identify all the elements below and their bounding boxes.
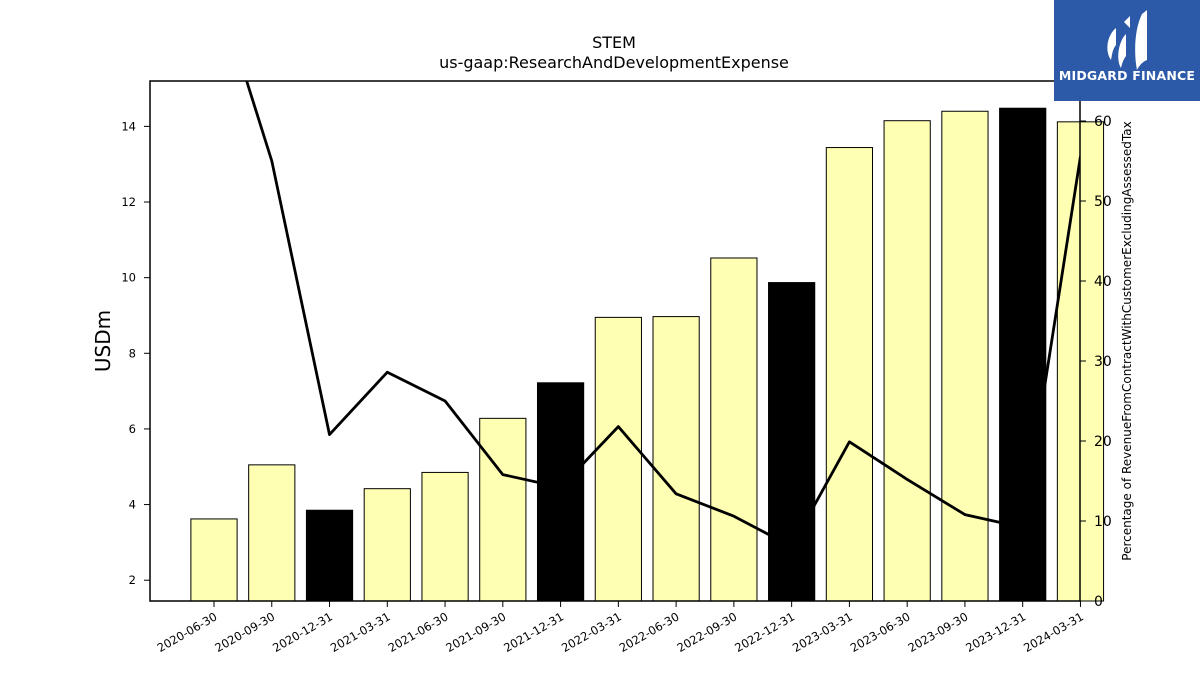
chart-subtitle: us-gaap:ResearchAndDevelopmentExpense [439, 53, 789, 72]
x-tick-label: 2020-12-31 [270, 609, 335, 655]
y-axis-left: 2 4 6 8 10 12 14 [121, 119, 150, 587]
plot-frame [149, 80, 1081, 602]
bar [305, 509, 354, 602]
chart-title: STEM [592, 33, 636, 52]
x-tick-label: 2022-12-31 [732, 609, 797, 655]
x-tick-label: 2020-06-30 [155, 609, 220, 655]
bar [479, 417, 527, 602]
bar [825, 147, 874, 602]
x-tick-label: 2024-03-31 [1021, 609, 1086, 655]
y-tick-label: 12 [121, 195, 136, 209]
x-tick-label: 2023-03-31 [790, 609, 855, 655]
x-tick-label: 2021-03-31 [328, 609, 393, 655]
y-tick-label: 8 [129, 346, 136, 360]
x-tick-label: 2021-06-30 [386, 609, 451, 655]
y-tick-label: 10 [121, 271, 136, 285]
y2-tick-label: 60 [1094, 114, 1112, 130]
y-tick-label: 14 [121, 119, 136, 133]
bar [768, 282, 816, 602]
bar [883, 120, 931, 602]
bar [190, 518, 238, 602]
bar [941, 110, 989, 602]
logo-mark-icon [1107, 10, 1147, 70]
y2-tick-label: 10 [1094, 514, 1112, 530]
bar [594, 316, 642, 602]
x-tick-label: 2023-09-30 [906, 609, 971, 655]
bar [652, 316, 700, 602]
x-tick-label: 2021-12-31 [501, 609, 566, 655]
line-group [245, 81, 1080, 548]
y-tick-label: 4 [129, 498, 136, 512]
x-axis: 2020-06-302020-09-302020-12-312021-03-31… [155, 601, 1086, 655]
y-tick-label: 6 [129, 422, 136, 436]
y2-tick-label: 30 [1094, 354, 1112, 370]
y-axis-right: 0 10 20 30 40 50 60 [1080, 114, 1112, 610]
x-tick-label: 2021-09-30 [443, 609, 508, 655]
bars-group [190, 107, 1105, 602]
x-tick-label: 2022-03-31 [559, 609, 624, 655]
bar [248, 464, 296, 602]
bar [710, 257, 758, 602]
bar [536, 382, 585, 602]
y2-tick-label: 0 [1094, 594, 1103, 610]
bar [363, 488, 411, 602]
x-tick-label: 2023-12-31 [963, 609, 1028, 655]
y-tick-label: 2 [129, 573, 136, 587]
bar [421, 471, 469, 602]
y2-tick-label: 40 [1094, 274, 1112, 290]
x-tick-label: 2023-06-30 [848, 609, 913, 655]
brand-logo: MIDGARD FINANCE [1054, 0, 1200, 101]
logo-text: MIDGARD FINANCE [1058, 68, 1196, 83]
x-tick-label: 2022-09-30 [674, 609, 739, 655]
y-axis-label: USDm [91, 310, 115, 372]
x-tick-label: 2020-09-30 [212, 609, 277, 655]
x-tick-label: 2022-06-30 [617, 609, 682, 655]
y2-axis-label: Percentage of RevenueFromContractWithCus… [1120, 121, 1134, 560]
y2-tick-label: 20 [1094, 434, 1112, 450]
y2-tick-label: 50 [1094, 194, 1112, 210]
line-series [245, 81, 1080, 548]
